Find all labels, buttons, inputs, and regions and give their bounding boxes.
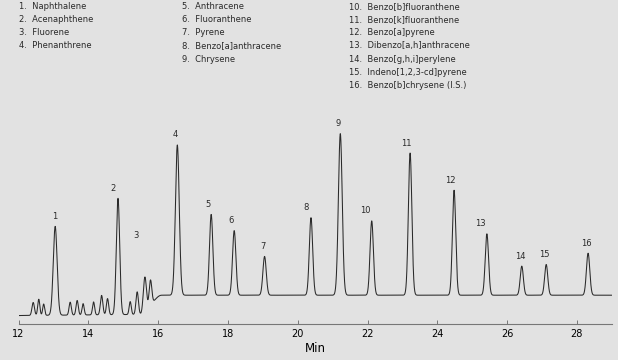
Text: 2: 2 — [110, 184, 116, 193]
Text: 3: 3 — [133, 231, 139, 240]
Text: 1.  Naphthalene
2.  Acenaphthene
3.  Fluorene
4.  Phenanthrene: 1. Naphthalene 2. Acenaphthene 3. Fluore… — [19, 2, 93, 50]
Text: 7: 7 — [260, 242, 266, 251]
Text: 5: 5 — [205, 200, 210, 209]
Text: 6: 6 — [228, 216, 234, 225]
X-axis label: Min: Min — [305, 342, 326, 355]
Text: 11: 11 — [401, 139, 412, 148]
Text: 5.  Anthracene
6.  Fluoranthene
7.  Pyrene
8.  Benzo[a]anthracene
9.  Chrysene: 5. Anthracene 6. Fluoranthene 7. Pyrene … — [182, 2, 282, 64]
Text: 12: 12 — [446, 176, 456, 185]
Text: 14: 14 — [515, 252, 525, 261]
Text: 13: 13 — [475, 219, 486, 228]
Text: 15: 15 — [540, 250, 550, 259]
Text: 16: 16 — [581, 239, 591, 248]
Text: 10.  Benzo[b]fluoranthene
11.  Benzo[k]fluoranthene
12.  Benzo[a]pyrene
13.  Dib: 10. Benzo[b]fluoranthene 11. Benzo[k]flu… — [349, 2, 470, 90]
Text: 10: 10 — [360, 206, 371, 215]
Text: 9: 9 — [336, 119, 341, 128]
Text: 4: 4 — [173, 130, 178, 139]
Text: 8: 8 — [303, 203, 308, 212]
Text: 1: 1 — [53, 212, 58, 221]
